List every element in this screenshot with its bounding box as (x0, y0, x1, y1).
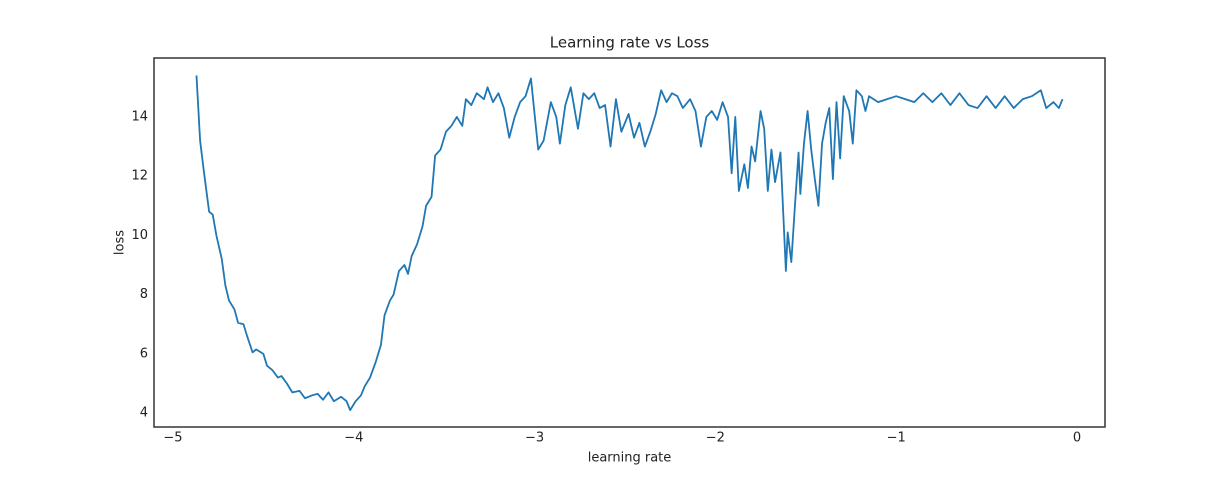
x-axis-label: learning rate (588, 451, 672, 466)
y-tick-label: 10 (131, 228, 148, 243)
y-tick-label: 6 (140, 346, 148, 361)
chart-title: Learning rate vs Loss (550, 34, 710, 52)
x-tick-label: −5 (163, 431, 182, 446)
y-tick-label: 8 (140, 287, 148, 302)
x-tick-label: 0 (1073, 431, 1081, 446)
x-tick-label: −1 (887, 431, 906, 446)
x-tick-label: −3 (525, 431, 544, 446)
y-tick-label: 14 (131, 109, 148, 124)
x-tick-label: −4 (344, 431, 363, 446)
y-tick-label: 12 (131, 169, 148, 184)
x-tick-label: −2 (706, 431, 725, 446)
loss-line (195, 75, 1064, 412)
plot-frame (153, 57, 1106, 428)
y-tick-label: 4 (140, 406, 148, 421)
y-axis-label: loss (113, 230, 128, 255)
